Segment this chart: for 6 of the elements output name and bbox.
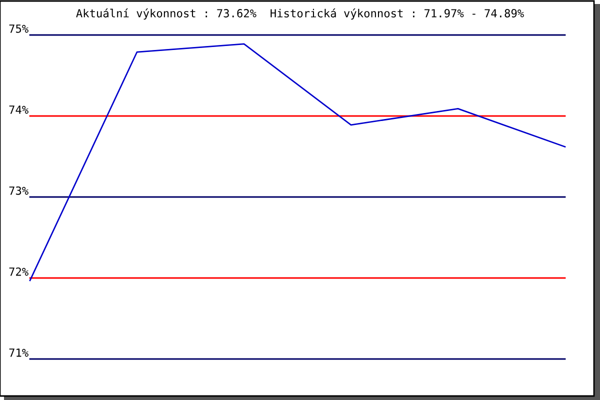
y-tick-label: 75% <box>9 24 28 33</box>
y-tick-label: 71% <box>9 348 28 357</box>
y-tick-label: 74% <box>9 106 28 114</box>
chart-title: Aktuální výkonnost : 73.62% Historická výkonnost : 71.97% - 74.89% <box>76 8 524 20</box>
y-tick-label: 73% <box>9 186 28 195</box>
y-tick-label: 72% <box>9 267 28 276</box>
